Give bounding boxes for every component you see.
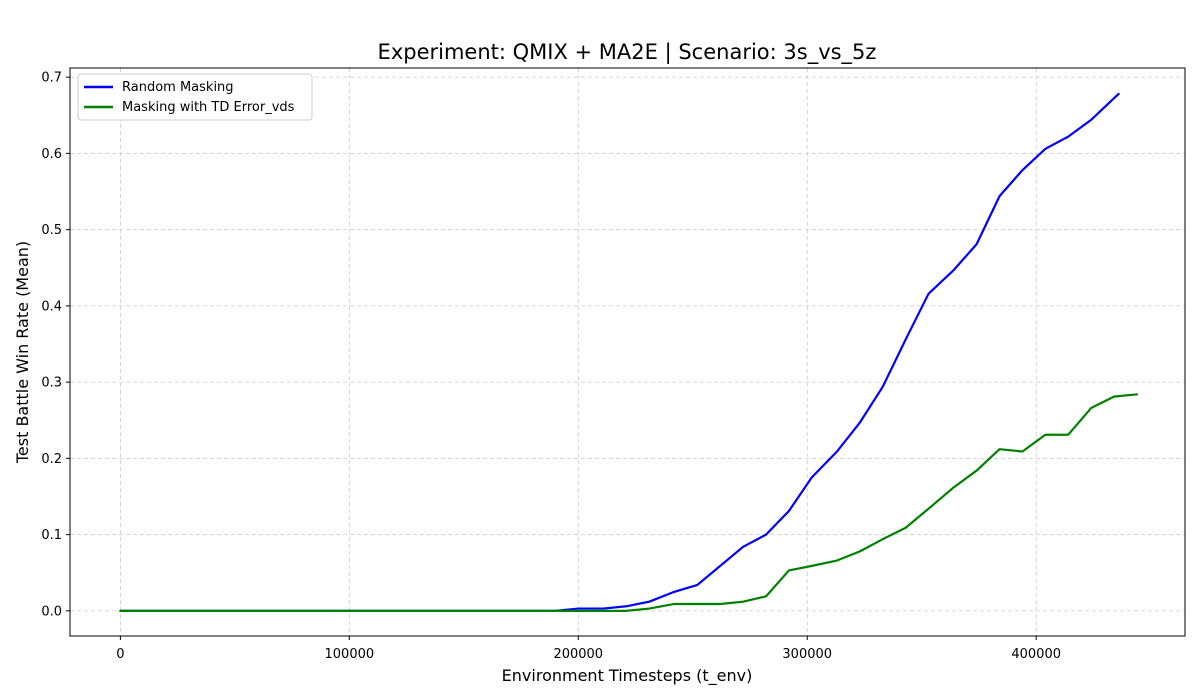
- x-axis-label: Environment Timesteps (t_env): [502, 666, 753, 686]
- x-tick-label: 100000: [325, 647, 375, 662]
- y-tick-label: 0.6: [41, 147, 62, 162]
- plot-area-frame: [69, 67, 1186, 637]
- y-tick-label: 0.7: [41, 71, 62, 86]
- series-lines: [119, 92, 1139, 612]
- chart-title: Experiment: QMIX + MA2E | Scenario: 3s_v…: [378, 40, 877, 65]
- x-tick-label: 400000: [1011, 647, 1061, 662]
- legend-label-td-error: Masking with TD Error_vds: [122, 100, 295, 115]
- series-line-td-error-vds: [119, 393, 1139, 612]
- y-tick-label: 0.1: [41, 528, 62, 543]
- legend-box: [77, 73, 313, 121]
- y-tick-label: 0.2: [41, 452, 62, 467]
- legend: Random Masking Masking with TD Error_vds: [77, 73, 313, 121]
- x-tick-label: 0: [116, 647, 124, 662]
- y-tick-label: 0.4: [41, 299, 62, 314]
- y-tick-label: 0.0: [41, 604, 62, 619]
- y-tick-label: 0.5: [41, 223, 62, 238]
- x-tick-label: 200000: [553, 647, 603, 662]
- y-tick-label: 0.3: [41, 376, 62, 391]
- x-tick-label: 300000: [782, 647, 832, 662]
- axis-ticks: 0 100000 200000 300000 400000 0.0 0.1 0.2 0.3 0.4…: [41, 71, 1061, 662]
- legend-label-random-masking: Random Masking: [122, 80, 234, 95]
- y-axis-label: Test Battle Win Rate (Mean): [13, 241, 32, 464]
